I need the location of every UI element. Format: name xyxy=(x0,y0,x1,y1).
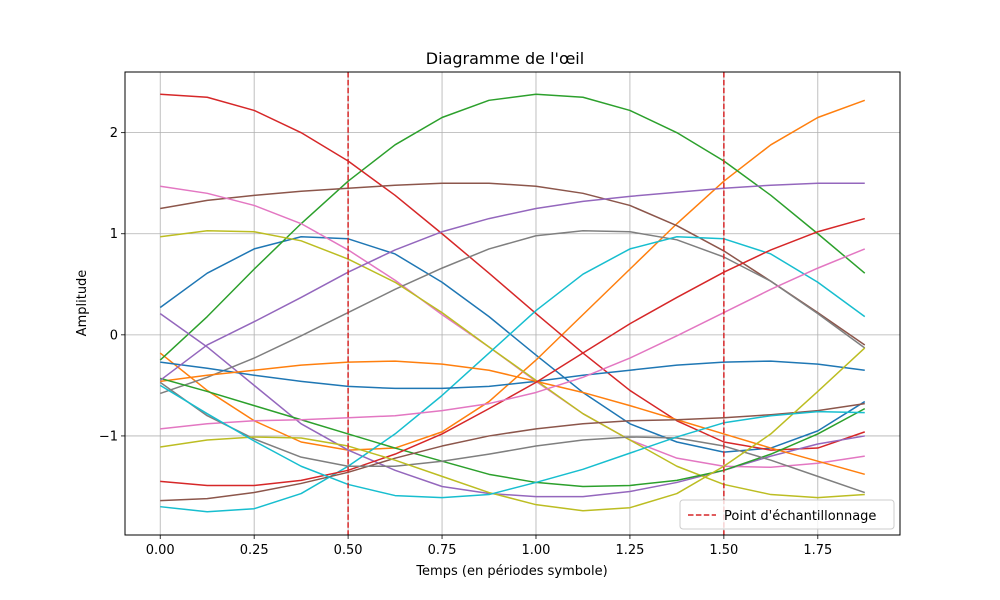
chart-title: Diagramme de l'œil xyxy=(426,49,584,68)
series-line xyxy=(160,182,866,346)
series-line xyxy=(160,402,865,502)
y-tick-label: 1 xyxy=(110,227,118,242)
series-line xyxy=(159,229,866,395)
series-line xyxy=(159,182,865,381)
x-tick-label: 0.25 xyxy=(240,543,269,558)
y-tick-label: −1 xyxy=(99,429,118,444)
series-line xyxy=(159,381,866,494)
series-line xyxy=(160,217,865,487)
y-axis: −1 0 1 2 xyxy=(99,126,125,444)
x-axis: 0.00 0.25 0.50 0.75 1.00 1.25 1.50 1.75 xyxy=(146,535,832,558)
x-tick-label: 0.00 xyxy=(146,543,175,558)
legend-box xyxy=(679,499,895,530)
x-tick-label: 1.25 xyxy=(615,543,644,558)
legend: Point d'échantillonnage xyxy=(679,499,895,530)
plot-frame xyxy=(124,71,901,536)
series-line xyxy=(159,312,865,498)
series-line xyxy=(160,360,865,476)
x-axis-title: Temps (en périodes symbole) xyxy=(415,564,607,579)
x-tick-label: 1.00 xyxy=(522,543,551,558)
x-tick-label: 1.50 xyxy=(709,543,738,558)
y-axis-title: Amplitude xyxy=(75,270,90,337)
series-line xyxy=(160,360,865,390)
series-line xyxy=(159,99,866,451)
series-line xyxy=(159,384,865,499)
y-tick-label: 0 xyxy=(110,328,118,343)
series-line xyxy=(160,347,866,512)
x-tick-label: 1.75 xyxy=(803,543,832,558)
series-line xyxy=(159,93,866,361)
x-tick-label: 0.75 xyxy=(428,543,457,558)
series-line xyxy=(160,248,866,430)
series-lines xyxy=(159,93,866,513)
series-line xyxy=(160,93,866,451)
series-line xyxy=(160,377,866,488)
sampling-lines xyxy=(347,72,725,535)
series-line xyxy=(160,229,865,499)
y-tick-label: 2 xyxy=(110,126,118,141)
series-line xyxy=(160,236,866,513)
legend-label: Point d'échantillonnage xyxy=(724,509,876,524)
x-tick-label: 0.50 xyxy=(334,543,363,558)
